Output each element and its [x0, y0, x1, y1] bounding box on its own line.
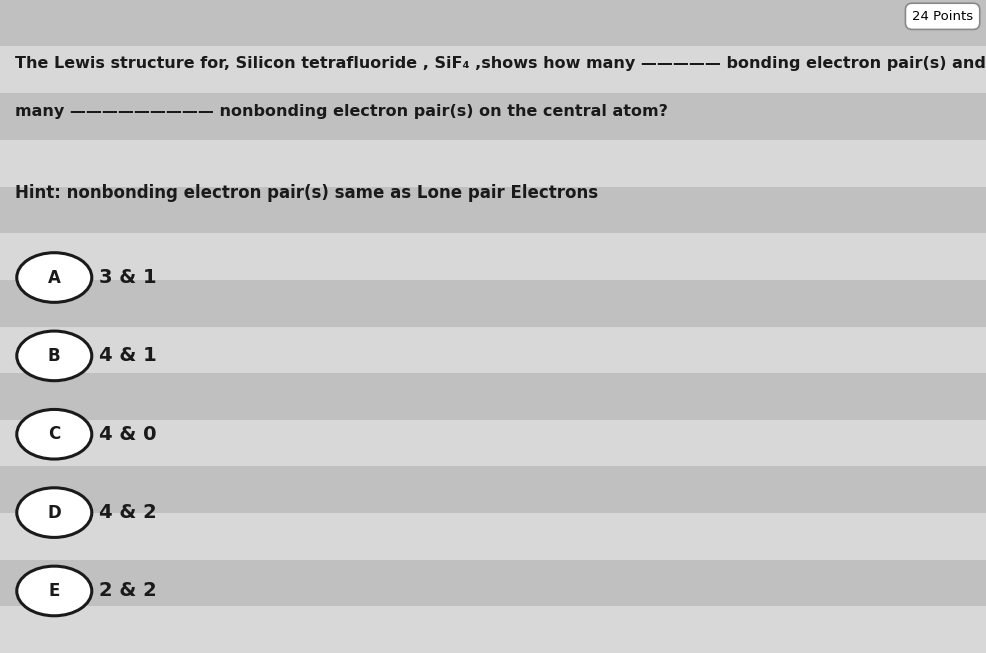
Circle shape: [17, 409, 92, 459]
Circle shape: [17, 253, 92, 302]
FancyBboxPatch shape: [0, 560, 986, 606]
Text: Hint: nonbonding electron pair(s) same as Lone pair Electrons: Hint: nonbonding electron pair(s) same a…: [15, 184, 598, 202]
FancyBboxPatch shape: [0, 420, 986, 466]
FancyBboxPatch shape: [0, 187, 986, 233]
Text: D: D: [47, 503, 61, 522]
Text: A: A: [47, 268, 61, 287]
FancyBboxPatch shape: [0, 513, 986, 560]
FancyBboxPatch shape: [0, 280, 986, 326]
Text: 3 & 1: 3 & 1: [99, 268, 156, 287]
Text: B: B: [48, 347, 60, 365]
Text: 4 & 2: 4 & 2: [99, 503, 157, 522]
Text: 2 & 2: 2 & 2: [99, 581, 157, 601]
FancyBboxPatch shape: [0, 0, 986, 46]
Text: many ————————— nonbonding electron pair(s) on the central atom?: many ————————— nonbonding electron pair(…: [15, 104, 667, 119]
Text: The Lewis structure for, Silicon tetrafluoride , SiF₄ ,shows how many ————— bond: The Lewis structure for, Silicon tetrafl…: [15, 56, 986, 71]
FancyBboxPatch shape: [0, 606, 986, 653]
Circle shape: [17, 331, 92, 381]
FancyBboxPatch shape: [0, 93, 986, 140]
Circle shape: [17, 566, 92, 616]
FancyBboxPatch shape: [0, 326, 986, 373]
Text: C: C: [48, 425, 60, 443]
Text: 24 Points: 24 Points: [911, 10, 972, 23]
FancyBboxPatch shape: [0, 140, 986, 187]
Text: 4 & 0: 4 & 0: [99, 424, 156, 444]
Text: E: E: [48, 582, 60, 600]
FancyBboxPatch shape: [0, 233, 986, 280]
FancyBboxPatch shape: [0, 373, 986, 420]
FancyBboxPatch shape: [0, 466, 986, 513]
Circle shape: [17, 488, 92, 537]
FancyBboxPatch shape: [0, 46, 986, 93]
Text: 4 & 1: 4 & 1: [99, 346, 157, 366]
